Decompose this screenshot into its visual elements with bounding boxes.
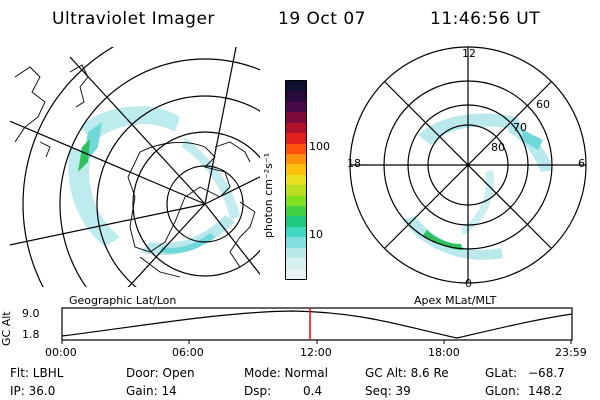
colorbar-swatch — [286, 81, 306, 92]
colorbar-swatch — [286, 195, 306, 207]
gc-alt-value: GC Alt: 8.6 Re — [365, 366, 449, 380]
colorbar-swatch — [286, 101, 306, 113]
colorbar-swatch — [286, 133, 306, 144]
glon-value: 148.2 — [528, 384, 563, 398]
colorbar-unit-label: photon cm⁻²s⁻¹ — [262, 152, 275, 238]
altitude-ylabel: GC Alt — [0, 311, 13, 346]
dsp-label: Dsp: — [244, 384, 272, 398]
image-time: 11:46:56 UT — [430, 9, 541, 29]
magnetic-polar-plot — [349, 46, 587, 284]
colorbar-swatch — [286, 226, 306, 238]
mlat-label-70: 70 — [513, 121, 527, 134]
mlt-label-6: 6 — [578, 157, 585, 170]
filter-value: Flt: LBHL — [10, 366, 64, 380]
altitude-plot — [61, 307, 573, 344]
glat-value: −68.7 — [528, 366, 565, 380]
latitude-circles — [22, 47, 260, 287]
coastlines — [14, 64, 256, 278]
time-tick-0000: 00:00 — [45, 346, 77, 359]
aurora-oval-geo — [68, 106, 240, 256]
gain-value: Gain: 14 — [126, 384, 177, 398]
geographic-map — [10, 47, 260, 287]
colorbar-swatch — [286, 174, 306, 186]
mlt-spokes — [350, 47, 586, 283]
colorbar-swatch — [286, 91, 306, 102]
time-tick-0600: 06:00 — [172, 346, 204, 359]
colorbar-swatch — [286, 185, 306, 196]
orbit-altitude-curve — [61, 310, 573, 339]
glat-label: GLat: — [485, 366, 518, 380]
longitude-lines — [10, 47, 260, 287]
colorbar-swatch — [286, 112, 306, 123]
time-tick-2359: 23:59 — [555, 346, 587, 359]
image-date: 19 Oct 07 — [278, 9, 366, 29]
colorbar-swatch — [286, 153, 306, 165]
colorbar-swatch — [286, 216, 306, 227]
apex-caption: Apex MLat/MLT — [414, 294, 497, 307]
altitude-ytick-bottom: 1.8 — [22, 328, 40, 341]
imager-title: Ultraviolet Imager — [52, 9, 215, 29]
dsp-value: 0.4 — [303, 384, 323, 398]
seq-value: Seq: 39 — [365, 384, 411, 398]
mlt-label-12: 12 — [462, 47, 476, 60]
mlt-label-18: 18 — [347, 157, 361, 170]
mode-value: Mode: Normal — [244, 366, 328, 380]
door-status: Door: Open — [126, 366, 195, 380]
colorbar-swatch — [286, 122, 306, 134]
color-scale-bar — [285, 80, 307, 280]
geographic-caption: Geographic Lat/Lon — [69, 294, 177, 307]
colorbar-swatch — [286, 268, 306, 280]
altitude-ytick-top: 9.0 — [22, 307, 40, 320]
time-tick-1800: 18:00 — [428, 346, 460, 359]
colorbar-swatch — [286, 258, 306, 269]
colorbar-swatch — [286, 247, 306, 259]
colorbar-tick-10: 10 — [309, 228, 323, 241]
colorbar-swatch — [286, 164, 306, 175]
mlt-label-0: 0 — [465, 277, 472, 290]
colorbar-tick-100: 100 — [309, 140, 330, 153]
time-tick-1200: 12:00 — [300, 346, 332, 359]
glon-label: GLon: — [485, 384, 520, 398]
colorbar-swatch — [286, 143, 306, 154]
colorbar-swatch — [286, 237, 306, 248]
mlat-label-60: 60 — [536, 98, 550, 111]
mlat-label-80: 80 — [491, 141, 505, 154]
ip-value: IP: 36.0 — [10, 384, 56, 398]
colorbar-swatch — [286, 206, 306, 217]
